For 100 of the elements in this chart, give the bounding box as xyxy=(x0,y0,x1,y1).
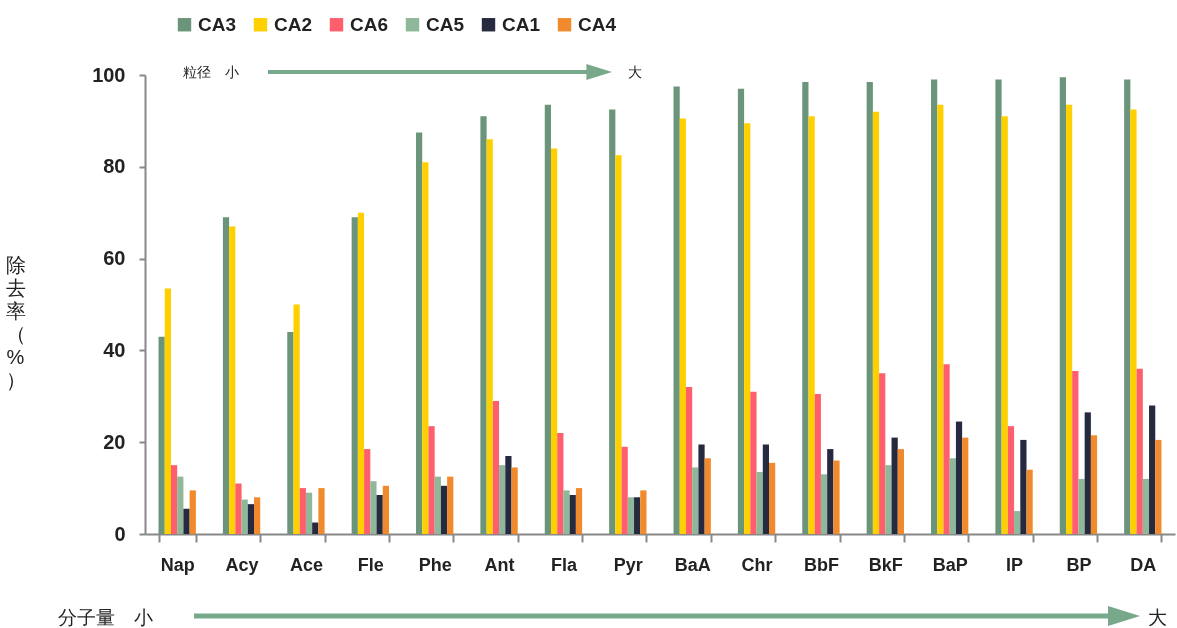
bar xyxy=(1090,435,1098,534)
bar xyxy=(241,499,248,534)
x-tick-label: Chr xyxy=(741,554,773,575)
bar xyxy=(814,394,821,534)
bar xyxy=(569,494,576,534)
bar xyxy=(879,373,886,534)
bar xyxy=(1072,371,1079,534)
bar xyxy=(692,467,699,534)
bar xyxy=(428,426,435,534)
bar xyxy=(505,455,512,534)
x-tick-label: Fle xyxy=(357,554,384,575)
x-tick-label: DA xyxy=(1130,554,1157,575)
x-tick-label: Phe xyxy=(418,554,452,575)
bar xyxy=(1065,104,1073,534)
bar xyxy=(1026,469,1033,534)
bar xyxy=(1130,109,1137,534)
bar xyxy=(615,155,622,534)
bar xyxy=(563,490,570,534)
bar xyxy=(170,465,178,534)
x-tick-label: BaA xyxy=(674,554,711,575)
bar xyxy=(762,444,770,534)
bar xyxy=(756,472,763,534)
x-tick-label: BP xyxy=(1066,554,1092,575)
bar xyxy=(744,123,751,534)
bar xyxy=(229,226,236,534)
legend-label: CA4 xyxy=(578,13,617,35)
bar xyxy=(364,449,371,534)
text: 分子量 小 xyxy=(58,605,153,628)
bar xyxy=(499,465,506,534)
x-tick-label: IP xyxy=(1006,554,1024,575)
x-tick-label: Nap xyxy=(160,554,195,575)
bar xyxy=(1078,478,1085,534)
x-tick-label: Acy xyxy=(225,554,259,575)
bar xyxy=(820,474,828,534)
bar xyxy=(1014,511,1021,534)
bar xyxy=(575,488,583,534)
bar xyxy=(447,476,454,534)
legend-label: CA2 xyxy=(274,13,313,35)
bar xyxy=(872,111,880,534)
bar xyxy=(955,421,963,534)
bar xyxy=(1059,77,1066,534)
bar xyxy=(416,132,423,534)
bar xyxy=(235,483,242,534)
bar xyxy=(949,458,956,534)
bar xyxy=(1136,368,1143,534)
bar xyxy=(704,458,711,534)
bar xyxy=(1155,439,1162,534)
bar xyxy=(164,288,171,534)
bar xyxy=(673,86,680,534)
bar xyxy=(189,490,196,534)
bar xyxy=(222,217,230,534)
bar xyxy=(183,508,190,534)
bar xyxy=(885,465,892,534)
legend-label: CA1 xyxy=(502,13,541,35)
bar xyxy=(1084,412,1091,534)
bar xyxy=(254,497,261,534)
bar xyxy=(891,437,898,534)
bar xyxy=(318,488,325,534)
legend-label: CA6 xyxy=(350,13,389,35)
bar xyxy=(802,81,809,534)
bar xyxy=(382,485,389,534)
legend-label: CA3 xyxy=(198,13,237,35)
bar xyxy=(750,391,757,534)
y-tick-label: 100 xyxy=(92,63,126,86)
bar xyxy=(511,467,518,534)
bar xyxy=(376,494,383,534)
x-tick-label: Ant xyxy=(484,554,515,575)
bar xyxy=(486,139,493,534)
bar xyxy=(312,522,319,534)
bar xyxy=(609,109,616,534)
bar xyxy=(679,118,686,534)
bar xyxy=(943,364,950,534)
y-tick-label: 20 xyxy=(103,430,126,453)
bar xyxy=(1007,426,1015,534)
bar xyxy=(1020,439,1027,534)
legend-label: CA5 xyxy=(426,13,465,35)
bar xyxy=(422,162,429,534)
bar xyxy=(808,116,815,534)
y-tick-label: 60 xyxy=(103,247,126,270)
bar xyxy=(544,104,551,534)
bar xyxy=(492,400,500,534)
annotation: 大 xyxy=(628,64,642,82)
x-tick-label: Ace xyxy=(289,554,323,575)
bar xyxy=(1124,79,1131,534)
bar xyxy=(833,460,840,534)
x-tick-label: Fla xyxy=(550,554,578,575)
bar xyxy=(621,446,628,534)
bar xyxy=(995,79,1002,534)
y-tick-label: 40 xyxy=(103,338,126,361)
bar xyxy=(627,497,635,534)
text: 大 xyxy=(1148,605,1167,628)
bar xyxy=(480,116,487,534)
bar xyxy=(685,387,693,534)
bar xyxy=(640,490,647,534)
bar xyxy=(177,476,184,534)
bar xyxy=(557,433,564,534)
bar xyxy=(897,449,904,534)
bar xyxy=(634,497,641,534)
bar xyxy=(247,504,255,534)
x-tick-label: BaP xyxy=(932,554,968,575)
